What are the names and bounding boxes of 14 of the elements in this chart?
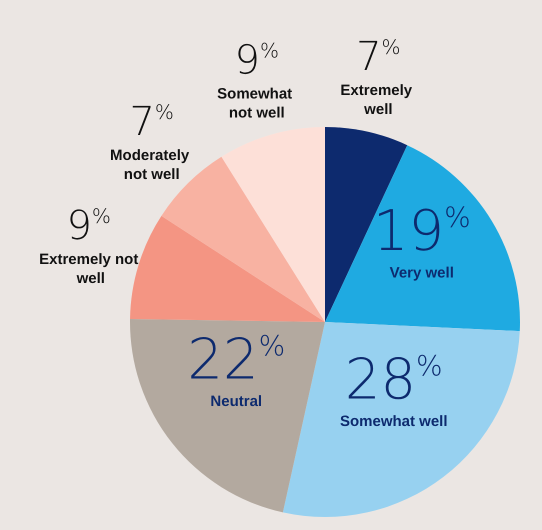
slice-label: Somewhat well xyxy=(340,412,448,430)
data-label: 7% xyxy=(129,98,174,145)
slice-label: Moderately not well xyxy=(110,146,194,183)
data-label: 22% xyxy=(187,328,286,393)
slice-label: Extremely well xyxy=(340,82,416,118)
data-label: 7% xyxy=(356,34,401,80)
data-label: 28% xyxy=(344,347,443,412)
data-label: 19% xyxy=(372,198,471,264)
slice-label: Somewhat not well xyxy=(217,86,296,122)
data-label: 9% xyxy=(234,38,279,84)
data-label: 9% xyxy=(66,203,111,250)
slice-label: Very well xyxy=(390,264,454,282)
slice-label: Extremely not well xyxy=(39,251,138,288)
slice-label: Neutral xyxy=(210,393,262,410)
